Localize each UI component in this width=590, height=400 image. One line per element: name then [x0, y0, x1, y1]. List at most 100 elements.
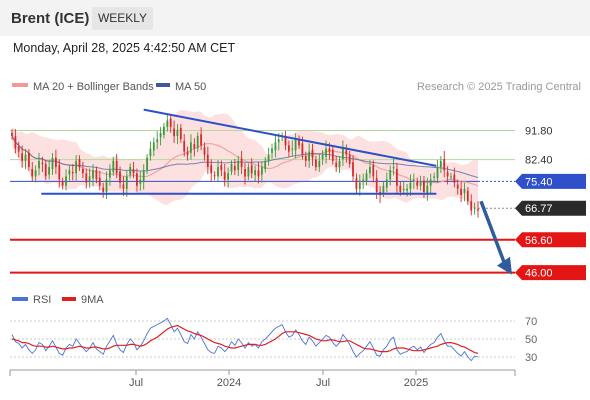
candle-body [463, 188, 466, 194]
candle-body [385, 179, 388, 188]
candle-body [159, 132, 162, 138]
candle-body [429, 179, 432, 186]
candle-body [166, 120, 169, 127]
candle-body [375, 178, 378, 192]
candle-body [406, 188, 408, 191]
candle-body [24, 154, 27, 161]
x-tick-label-2024: 2024 [217, 377, 241, 389]
x-tick-label-Jul: Jul [316, 377, 330, 389]
candle-body [365, 173, 368, 182]
candle-body [271, 148, 273, 153]
candle-body [51, 157, 54, 169]
candle-body [389, 170, 392, 180]
ma9-legend-label: 9MA [81, 294, 104, 306]
ma50-legend-label: MA 50 [175, 81, 206, 93]
candle-body [250, 165, 253, 174]
candle-body [146, 157, 148, 171]
credit-text: Research © 2025 Trading Central [417, 81, 581, 93]
candle-body [169, 118, 172, 127]
candle-body [48, 167, 50, 175]
candle-body [274, 142, 277, 151]
ma9-legend-swatch [62, 297, 76, 301]
candle-body [34, 170, 37, 177]
candle-body [466, 190, 469, 202]
candle-body [247, 167, 250, 177]
candle-body [129, 167, 132, 175]
ma50-line [11, 135, 479, 179]
candle-body [308, 151, 310, 161]
candle-body [136, 173, 138, 186]
candle-body [38, 160, 40, 169]
candle-body [115, 160, 118, 174]
rsi-line [11, 317, 479, 362]
candle-body [416, 181, 419, 186]
candle-body [68, 170, 71, 175]
candle-body [426, 185, 429, 194]
candle-body [450, 176, 452, 178]
candle-body [55, 157, 57, 168]
rsi-legend-label: RSI [33, 294, 51, 306]
candle-body [456, 184, 459, 189]
candle-body [240, 159, 243, 168]
candle-body [335, 162, 338, 168]
timeframe-button[interactable]: WEEKLY [92, 7, 153, 30]
candle-body [298, 139, 300, 146]
candle-body [369, 167, 371, 174]
candle-body [244, 169, 246, 177]
candle-body [477, 209, 479, 211]
candle-body [294, 139, 297, 151]
candle-body [254, 170, 256, 176]
candle-body [321, 154, 324, 159]
candle-body [433, 176, 435, 178]
candle-body [122, 184, 125, 189]
timestamp: Monday, April 28, 2025 4:42:50 AM CET [13, 41, 236, 55]
candle-body [348, 154, 351, 164]
ma20-legend-swatch [12, 83, 28, 87]
candle-body [65, 176, 67, 186]
candle-body [200, 134, 202, 146]
candle-body [14, 136, 17, 149]
candle-body [71, 172, 74, 174]
candle-body [183, 141, 186, 152]
candle-body [345, 150, 348, 155]
candle-body [392, 167, 395, 169]
candle-body [213, 175, 216, 177]
candle-body [342, 148, 344, 160]
candle-body [396, 169, 398, 186]
candle-body [11, 132, 13, 136]
candle-body [233, 165, 236, 171]
candle-body [473, 207, 476, 209]
candle-body [328, 148, 331, 152]
candle-body [311, 149, 314, 158]
candle-body [443, 159, 446, 171]
price-tag-bg-56.60 [515, 232, 586, 248]
candle-body [17, 146, 20, 152]
trendline-0 [143, 108, 437, 167]
target-arrow-shaft [479, 200, 507, 266]
candle-body [261, 167, 263, 175]
price-tag-bg-66.77 [515, 200, 586, 216]
x-axis: Jul 2024 Jul 2025 [9, 369, 516, 389]
candle-body [355, 178, 358, 189]
candle-body [85, 173, 88, 183]
candle-body [399, 185, 402, 192]
candle-body [423, 180, 425, 192]
x-tick-label-Jul: Jul [129, 377, 143, 389]
candle-body [82, 169, 84, 174]
rsi-legend-swatch [12, 297, 28, 301]
candle-body [301, 143, 304, 155]
candle-body [362, 179, 365, 181]
candle-body [453, 174, 456, 183]
candle-body [193, 144, 196, 149]
candle-body [196, 136, 199, 149]
candle-body [88, 176, 91, 181]
price-tag-46.00: 46.00 [525, 268, 553, 280]
price-tag-91.80: 91.80 [525, 125, 553, 137]
price-plot-area: 91.80 82.40 75.40 66.77 56.60 46.00 [10, 108, 586, 281]
candle-body [372, 165, 375, 177]
ma20-legend-label: MA 20 + Bollinger Bands [33, 81, 154, 93]
candle-body [152, 142, 155, 151]
candle-body [105, 179, 108, 192]
candle-body [139, 179, 142, 184]
candle-body [61, 181, 64, 186]
